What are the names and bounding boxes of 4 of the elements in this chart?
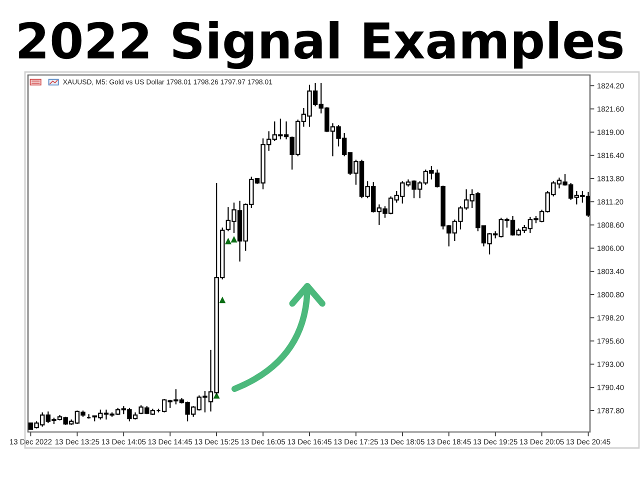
- point: [230, 236, 238, 242]
- chart-title: 2022 Signal Examples: [19, 20, 622, 70]
- point: [224, 238, 232, 244]
- point: [219, 296, 226, 304]
